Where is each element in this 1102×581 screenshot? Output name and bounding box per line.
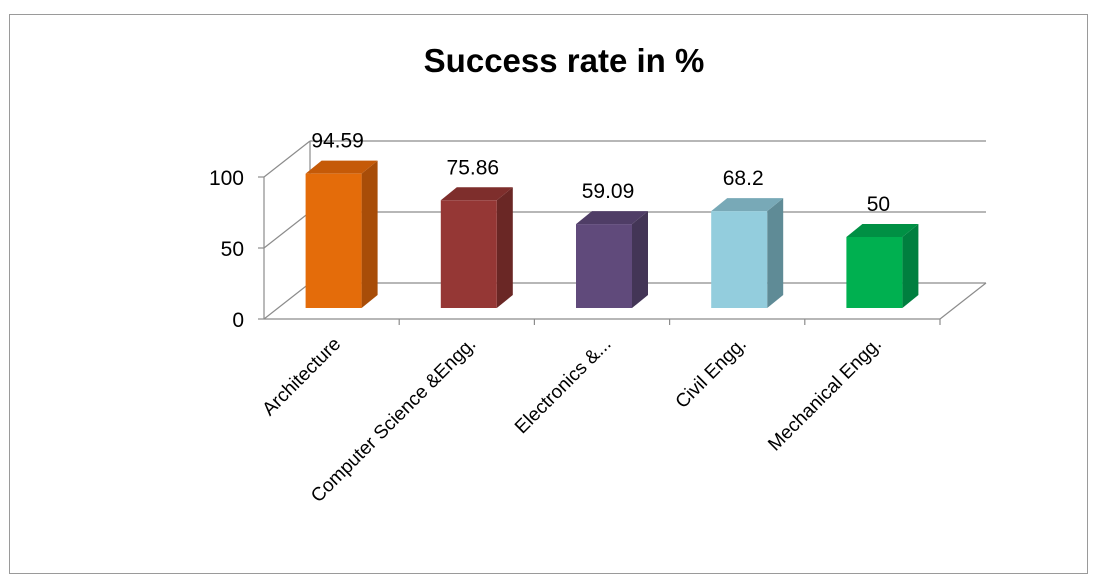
bar — [846, 224, 919, 308]
bar-front — [440, 200, 497, 308]
bar-top — [305, 160, 378, 174]
y-tick-label: 100 — [209, 167, 244, 190]
bar — [440, 187, 513, 308]
chart-title: Success rate in % — [424, 42, 705, 79]
bar-front — [576, 224, 632, 308]
data-label: 75.86 — [447, 156, 500, 179]
bar-front — [846, 237, 903, 308]
bar — [305, 160, 378, 308]
y-tick-label: 0 — [232, 309, 244, 332]
gridline-diagonal — [263, 211, 311, 249]
x-tick-label: Civil Engg. — [672, 334, 751, 413]
data-label: 68.2 — [723, 167, 764, 190]
bar-front — [305, 173, 362, 308]
bar-side — [361, 160, 378, 308]
bar-top — [711, 198, 784, 212]
gridline-diagonal — [263, 140, 311, 178]
y-tick-label: 50 — [221, 238, 244, 261]
bar-top — [440, 187, 513, 201]
bar-side — [496, 187, 513, 308]
floor-edge — [939, 282, 987, 320]
x-tick-label: Electronics &... — [511, 334, 615, 438]
bar-front — [711, 211, 768, 308]
x-tick-label: Architecture — [259, 334, 346, 421]
y-axis: 0 50 100 — [209, 167, 264, 332]
data-label: 59.09 — [582, 180, 635, 203]
data-label: 50 — [867, 193, 890, 216]
gridline-diagonal — [263, 282, 311, 320]
data-label: 94.59 — [311, 130, 364, 153]
bar-side — [767, 198, 784, 308]
bar-side — [902, 224, 919, 308]
x-tick-label: Mechanical Engg. — [764, 334, 886, 456]
bar — [711, 198, 784, 308]
bar-side — [632, 211, 648, 308]
bar-top — [576, 211, 648, 225]
bars: 94.59 75.86 59.09 68.2 50 — [305, 130, 919, 308]
bar-top — [846, 224, 919, 237]
bar — [576, 211, 648, 308]
